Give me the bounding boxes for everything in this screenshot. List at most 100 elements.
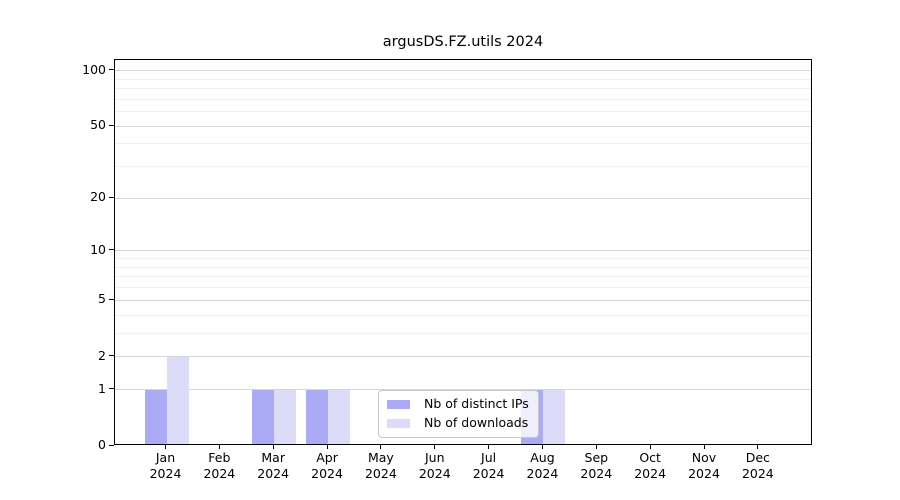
x-axis-tick	[434, 445, 436, 449]
y-axis-tick-label: 2	[98, 347, 106, 363]
x-axis-tick-label: Oct 2024	[618, 450, 682, 482]
x-axis-tick	[165, 445, 166, 449]
month-label: Nov	[691, 450, 717, 465]
x-axis-tick	[218, 445, 220, 449]
y-axis-tick-label: 100	[82, 61, 106, 77]
year-label: 2024	[149, 466, 182, 481]
x-axis-tick-label: Jun 2024	[403, 450, 467, 482]
year-label: 2024	[364, 466, 397, 481]
minor-gridline	[115, 111, 811, 113]
plot-area	[114, 59, 812, 445]
chart-title: argusDS.FZ.utils 2024	[382, 34, 544, 50]
major-gridline	[115, 389, 811, 391]
y-axis-tick	[109, 124, 114, 126]
y-axis-tick-label: 10	[90, 241, 106, 257]
minor-gridline	[115, 98, 811, 100]
x-axis-tick-label: Dec 2024	[726, 450, 790, 482]
month-label: Feb	[208, 450, 231, 465]
x-axis-tick-label: Feb 2024	[187, 450, 251, 482]
y-axis-tick	[109, 196, 114, 198]
x-axis-tick	[488, 445, 490, 449]
x-axis-tick-label: Jan 2024	[134, 450, 198, 482]
month-label: Apr	[316, 450, 338, 465]
x-axis-tick-label: May 2024	[349, 450, 413, 482]
bar-downloads-mar	[274, 389, 297, 444]
year-label: 2024	[311, 466, 343, 481]
year-label: 2024	[257, 466, 290, 481]
month-label: Jan	[155, 450, 176, 465]
minor-gridline	[115, 166, 811, 168]
legend-item: Nb of downloads	[387, 416, 529, 430]
major-gridline	[115, 197, 811, 199]
minor-gridline	[115, 78, 811, 80]
y-axis-tick-label: 50	[90, 117, 106, 133]
x-axis-tick-label: Apr 2024	[295, 450, 359, 482]
y-axis-tick-label: 20	[90, 189, 106, 205]
month-label: Mar	[261, 450, 285, 465]
major-gridline	[115, 70, 811, 72]
legend-item: Nb of distinct IPs	[387, 397, 529, 411]
minor-gridline	[115, 258, 811, 260]
minor-gridline	[115, 287, 811, 289]
x-axis-tick	[757, 445, 759, 449]
x-axis-tick-label: Nov 2024	[672, 450, 736, 482]
legend: Nb of distinct IPs Nb of downloads	[378, 390, 539, 438]
legend-label: Nb of distinct IPs	[424, 396, 529, 411]
legend-swatch-distinct-ips	[387, 399, 410, 409]
x-axis-tick	[541, 445, 543, 449]
minor-gridline	[115, 88, 811, 89]
bar-distinct-ips-apr	[306, 389, 329, 444]
minor-gridline	[115, 332, 811, 334]
year-label: 2024	[741, 466, 774, 481]
x-axis-tick-label: Mar 2024	[241, 450, 305, 482]
y-axis-tick	[109, 249, 114, 251]
y-axis-tick	[109, 444, 114, 446]
year-label: 2024	[472, 466, 505, 481]
year-label: 2024	[634, 466, 667, 481]
y-axis-tick	[109, 298, 114, 300]
month-label: May	[367, 450, 394, 465]
month-label: Jun	[424, 450, 445, 465]
month-label: Dec	[745, 450, 770, 465]
year-label: 2024	[203, 466, 236, 481]
year-label: 2024	[688, 466, 720, 481]
bar-distinct-ips-mar	[252, 389, 275, 444]
minor-gridline	[115, 143, 811, 145]
x-axis-tick	[595, 445, 597, 449]
month-label: Aug	[530, 450, 555, 465]
x-axis-tick	[326, 445, 328, 449]
year-label: 2024	[526, 466, 559, 481]
x-axis-tick	[703, 445, 705, 449]
year-label: 2024	[580, 466, 613, 481]
major-gridline	[115, 125, 811, 127]
month-label: Jul	[481, 450, 497, 465]
bar-downloads-aug	[543, 389, 566, 444]
major-gridline	[115, 356, 811, 358]
minor-gridline	[115, 266, 811, 268]
legend-swatch-downloads	[387, 418, 410, 428]
bar-distinct-ips-jan	[144, 389, 167, 444]
month-label: Sep	[584, 450, 609, 465]
x-axis-tick-label: Jul 2024	[457, 450, 521, 482]
legend-label: Nb of downloads	[424, 415, 529, 430]
x-axis-tick	[272, 445, 274, 449]
major-gridline	[115, 299, 811, 301]
bar-downloads-apr	[328, 389, 351, 444]
x-axis-tick	[649, 445, 651, 449]
y-axis-tick-label: 1	[98, 380, 106, 396]
minor-gridline	[115, 276, 811, 278]
y-axis-tick-label: 0	[98, 437, 106, 452]
year-label: 2024	[418, 466, 451, 481]
y-axis-tick-label: 5	[98, 291, 106, 307]
x-axis-tick	[380, 445, 382, 449]
y-axis-tick	[109, 69, 114, 71]
y-axis-tick	[109, 355, 114, 357]
month-label: Oct	[639, 450, 661, 465]
x-axis-tick-label: Aug 2024	[510, 450, 574, 482]
major-gridline	[115, 250, 811, 252]
minor-gridline	[115, 314, 811, 316]
y-axis-tick	[109, 388, 114, 390]
bar-downloads-jan	[166, 356, 189, 444]
x-axis-tick-label: Sep 2024	[564, 450, 628, 482]
